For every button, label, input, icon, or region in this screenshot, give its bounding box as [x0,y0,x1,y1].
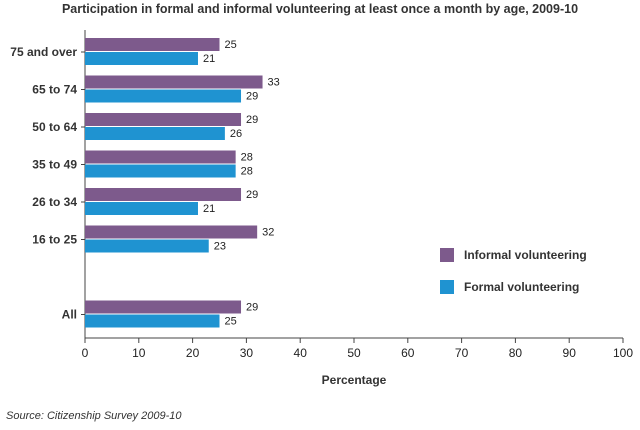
bar-value-label: 32 [262,227,274,239]
bar-value-label: 29 [246,302,258,314]
x-tick-label: 20 [186,346,200,360]
bar-value-label: 29 [246,114,258,126]
bar [85,127,225,140]
bar-value-label: 25 [225,39,237,51]
bar [85,150,236,164]
bar-value-label: 28 [241,152,253,164]
category-label: 26 to 34 [32,195,77,209]
category-label: 65 to 74 [32,83,77,97]
x-tick-label: 70 [455,346,469,360]
source-note: Source: Citizenship Survey 2009-10 [6,410,182,422]
legend-swatch [440,280,454,294]
bar [85,314,220,328]
bar-value-label: 23 [214,241,226,253]
bar [85,113,242,126]
x-axis-title: Percentage [322,373,387,387]
category-label: 35 to 49 [32,158,77,172]
x-tick-label: 80 [509,346,523,360]
x-tick-label: 0 [82,346,89,360]
bar-value-label: 26 [230,128,242,140]
bar-value-label: 29 [246,91,258,103]
category-label: 50 to 64 [32,120,77,134]
bar [85,225,258,239]
bar [85,38,220,51]
bar-value-label: 28 [241,166,253,178]
bar [85,188,242,201]
bar-value-label: 21 [203,53,215,65]
bar [85,75,263,89]
category-label: 16 to 25 [32,233,77,247]
legend-label: Formal volunteering [464,280,579,294]
bar [85,89,242,103]
x-tick-label: 40 [294,346,308,360]
legend-swatch [440,248,454,262]
bar-value-label: 25 [225,316,237,328]
category-label: All [62,308,77,322]
bar-value-label: 33 [268,77,280,89]
bar [85,239,209,253]
x-tick-label: 30 [240,346,254,360]
bar [85,52,198,65]
bar [85,164,236,178]
category-label: 75 and over [10,45,77,59]
x-tick-label: 60 [401,346,415,360]
bar [85,202,198,215]
x-tick-label: 10 [132,346,146,360]
bar-value-label: 29 [246,189,258,201]
x-tick-label: 100 [613,346,633,360]
legend-label: Informal volunteering [464,248,587,262]
x-tick-label: 50 [347,346,361,360]
bar-value-label: 21 [203,203,215,215]
bar [85,300,242,314]
x-tick-label: 90 [563,346,577,360]
chart-title: Participation in formal and informal vol… [61,2,579,16]
